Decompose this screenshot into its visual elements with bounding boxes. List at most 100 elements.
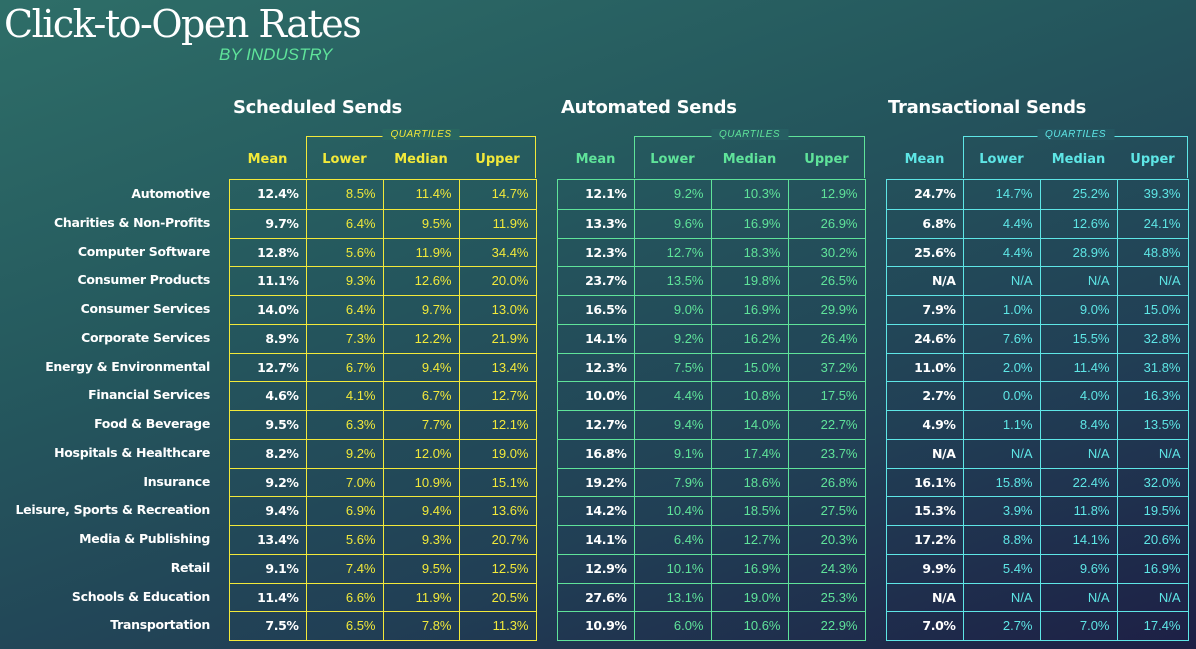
cell-mean: 13.3% [585, 215, 627, 231]
cell-lower: 7.0% [305, 468, 383, 497]
cell-lower: 8.5% [305, 180, 383, 209]
cell-median: 9.6% [1039, 554, 1117, 583]
cell-mean: 15.3% [914, 503, 956, 519]
cell-mean: 25.6% [914, 244, 956, 260]
cell-median: 7.0% [1039, 612, 1117, 640]
cell-median: 16.9% [710, 554, 788, 583]
cell-upper: 17.5% [787, 382, 865, 410]
table-row: 13.3% 9.6% 16.9% 26.9% [558, 208, 865, 238]
cell-median: 10.8% [710, 382, 788, 410]
cell-upper: 21.9% [458, 324, 536, 353]
cell-upper: 34.4% [458, 238, 536, 267]
table-row: 9.4% 6.9% 9.4% 13.6% [230, 496, 536, 525]
industry-label: Retail [170, 559, 211, 575]
column-header-lower: Lower [979, 152, 1024, 167]
cell-upper: 16.3% [1116, 382, 1188, 410]
cell-upper: 39.3% [1116, 180, 1188, 209]
table-row: 12.3% 12.7% 18.3% 30.2% [558, 237, 865, 267]
cell-lower: 6.5% [305, 612, 383, 640]
cell-median: N/A [1039, 267, 1117, 295]
cell-upper: 13.6% [458, 497, 536, 525]
cell-median: 15.0% [710, 353, 788, 382]
cell-upper: 12.7% [458, 382, 536, 410]
cell-lower: 7.6% [962, 324, 1040, 353]
quartiles-label: QUARTILES [382, 129, 460, 140]
table-row: 11.1% 9.3% 12.6% 20.0% [230, 266, 536, 295]
cell-median: 11.8% [1039, 497, 1117, 525]
industry-label: Computer Software [77, 243, 210, 259]
cell-lower: 14.7% [962, 180, 1040, 209]
cell-upper: 26.8% [787, 468, 865, 497]
table-row: 6.8% 4.4% 12.6% 24.1% [887, 208, 1188, 238]
cell-mean: 9.5% [265, 417, 299, 432]
cell-mean: 14.0% [257, 302, 299, 317]
table-row: 12.4% 8.5% 11.4% 14.7% [230, 180, 536, 209]
table-row: 12.7% 6.7% 9.4% 13.4% [230, 352, 536, 382]
industry-label: Consumer Products [77, 272, 210, 288]
quartiles-label: QUARTILES [711, 129, 788, 140]
cell-lower: 6.4% [633, 526, 711, 554]
cell-lower: 1.0% [962, 296, 1040, 324]
table-row: 16.5% 9.0% 16.9% 29.9% [558, 295, 865, 324]
cell-median: 9.5% [382, 209, 459, 238]
cell-upper: 26.9% [787, 209, 865, 238]
cell-lower: 6.0% [633, 612, 711, 640]
cell-upper: 37.2% [787, 353, 865, 382]
cell-mean: 12.4% [257, 186, 299, 201]
cell-median: 25.2% [1039, 180, 1117, 209]
cell-mean: 16.8% [585, 445, 627, 461]
cell-mean: 7.5% [265, 618, 299, 634]
cell-upper: 20.6% [1116, 526, 1188, 554]
table-row: 24.6% 7.6% 15.5% 32.8% [887, 323, 1188, 353]
cell-median: 9.7% [382, 296, 459, 324]
cell-upper: 19.5% [1116, 497, 1188, 525]
cell-upper: 27.5% [787, 497, 865, 525]
industry-label: Corporate Services [81, 329, 210, 345]
cell-lower: 7.5% [633, 353, 711, 382]
cell-lower: 9.2% [305, 439, 383, 468]
column-header-upper: Upper [475, 152, 520, 167]
cell-median: 6.7% [382, 382, 459, 410]
column-header-mean: Mean [247, 152, 288, 167]
scheduled-sends-quartiles-bracket: QUARTILES [306, 129, 536, 178]
cell-median: 15.5% [1039, 324, 1117, 353]
cell-upper: 12.9% [787, 180, 865, 209]
table-row: 14.0% 6.4% 9.7% 13.0% [230, 295, 536, 324]
cell-mean: 14.1% [585, 330, 627, 346]
cell-lower: 0.0% [962, 382, 1040, 410]
cell-mean: 10.9% [585, 618, 627, 634]
cell-mean: 12.7% [257, 359, 299, 375]
cell-upper: 32.0% [1116, 468, 1188, 497]
cell-mean: 4.6% [265, 388, 299, 404]
cell-lower: 9.4% [633, 411, 711, 439]
cell-upper: N/A [1116, 267, 1188, 295]
table-row: 14.1% 6.4% 12.7% 20.3% [558, 525, 865, 554]
table-row: N/A N/A N/A N/A [887, 582, 1188, 612]
table-row: 13.4% 5.6% 9.3% 20.7% [230, 525, 536, 554]
cell-upper: 31.8% [1116, 353, 1188, 382]
cell-mean: 16.1% [914, 474, 956, 490]
cell-lower: 5.4% [962, 554, 1040, 583]
table-row: 9.7% 6.4% 9.5% 11.9% [230, 208, 536, 238]
industry-label: Insurance [143, 473, 210, 489]
cell-median: 4.0% [1039, 382, 1117, 410]
cell-upper: 23.7% [787, 439, 865, 468]
cell-lower: 9.1% [633, 439, 711, 468]
industry-label: Consumer Services [80, 301, 211, 316]
industry-label: Leisure, Sports & Recreation [15, 502, 211, 518]
cell-median: 16.9% [710, 296, 788, 324]
table-row: 4.6% 4.1% 6.7% 12.7% [230, 381, 536, 410]
cell-lower: 2.7% [962, 612, 1040, 640]
industry-label: Charities & Non-Profits [53, 214, 210, 230]
cell-lower: 3.9% [962, 497, 1040, 525]
cell-upper: 13.5% [1116, 411, 1188, 439]
transactional-sends-title: Transactional Sends [888, 97, 1087, 118]
cell-upper: N/A [1116, 583, 1188, 612]
cell-median: 12.6% [1039, 209, 1117, 238]
cell-median: 11.9% [382, 583, 459, 612]
cell-median: 22.4% [1039, 468, 1117, 497]
cell-lower: 5.6% [305, 526, 383, 554]
cell-lower: 9.0% [633, 296, 711, 324]
cell-mean: 9.9% [922, 560, 956, 576]
cell-median: 19.0% [710, 583, 788, 612]
